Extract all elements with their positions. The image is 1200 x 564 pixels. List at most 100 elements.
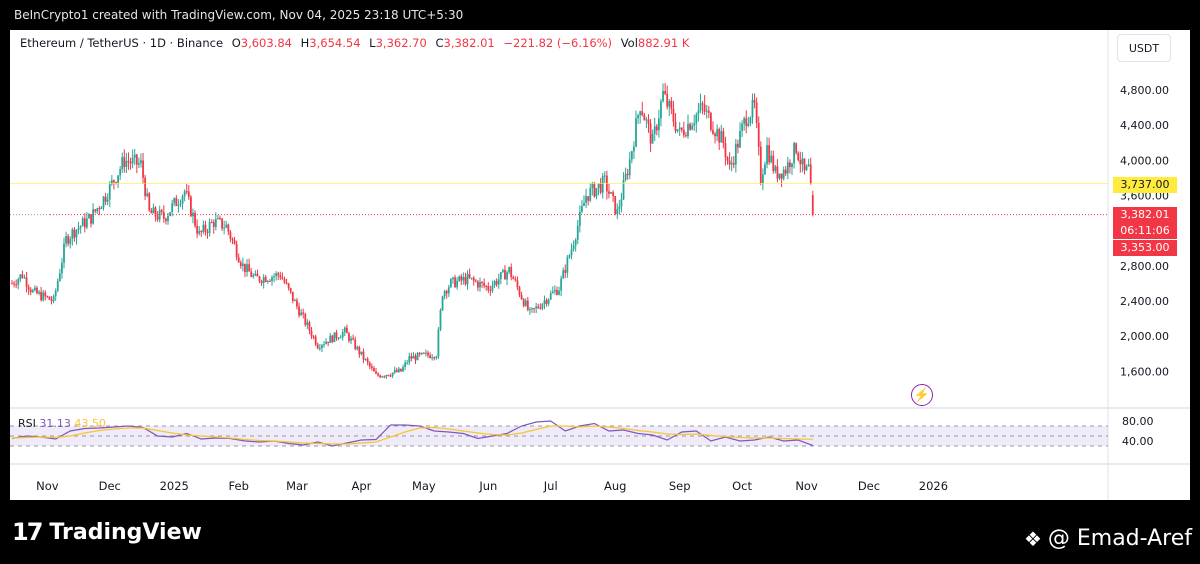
candle-body [568,255,571,258]
candle-body [412,355,415,359]
candle-body [331,335,334,343]
time-tick-label: Sep [669,479,691,493]
candle-body [133,154,136,158]
candle-body [54,290,57,297]
candle-body [192,212,194,217]
candle-body [208,222,211,233]
rsi-value: 31.13 [39,417,71,430]
time-tick-label: 2025 [160,479,189,493]
candle-body [56,281,59,291]
price-chart[interactable]: 40.00 80.00 1,600.00 2,000.00 2,400.00 2,800… [10,30,1190,500]
open-value: 3,603.84 [240,36,292,50]
candle-body [81,218,84,227]
candle-body [491,285,494,291]
candle-body [296,300,298,307]
candle-body [682,129,685,136]
price-tick-label: 4,000.00 [1120,154,1169,167]
candle-body [283,279,286,283]
candle-body [807,164,810,166]
candle-body [429,355,431,358]
candle-body [524,300,527,306]
candle-body [291,291,294,301]
candle-body [333,332,336,343]
candle-body [705,110,708,112]
candle-body [693,123,696,126]
time-tick-label: Jul [543,479,558,493]
candle-body [404,362,407,367]
chart-frame[interactable]: 40.00 80.00 1,600.00 2,000.00 2,400.00 2,800… [10,30,1190,500]
candle-body [497,279,500,285]
candle-body [194,212,196,226]
candle-body [144,177,147,197]
time-tick-label: Aug [604,479,626,493]
candle-body [46,296,49,298]
candle-body [772,155,775,172]
candle-body [493,281,496,286]
candle-body [545,300,548,304]
candle-body [131,157,134,164]
candle-body [341,332,344,338]
rsi-ma-value: 43.50 [74,417,106,430]
candle-body [219,218,221,220]
time-tick-label: Oct [732,479,752,493]
candle-body [364,359,367,361]
candle-body [327,341,330,343]
candle-body [23,277,26,279]
candle-body [811,195,814,215]
candle-body [479,281,481,288]
candle-body [395,370,398,373]
candle-body [258,276,261,282]
candle-body [250,271,253,277]
candle-body [212,222,215,228]
candle-body [108,183,111,200]
candle-body [375,371,377,374]
rsi-label[interactable]: RSI [18,417,36,430]
candle-body [464,277,467,285]
candle-body [306,322,309,325]
candle-body [110,180,113,184]
candle-body [83,218,86,228]
symbol-label[interactable]: Ethereum / TetherUS · 1D · Binance [20,36,224,50]
candle-body [325,341,327,345]
candle-body [726,157,729,161]
candle-body [379,375,382,378]
candle-body [102,196,105,208]
author-credit: ❖ @ Emad-Aref [1024,526,1192,551]
candle-body [287,283,290,289]
candle-body [452,277,454,280]
candle-body [585,196,587,203]
candle-body [620,199,623,207]
candle-body [766,145,768,165]
candle-body [499,272,502,280]
candle-body [657,118,660,131]
currency-button[interactable]: USDT [1117,34,1171,62]
candle-body [281,277,284,280]
candle-body [728,160,731,165]
candle-body [747,123,750,126]
last-price-value: 3,382.01 [1120,208,1170,221]
candle-body [470,277,473,279]
candle-body [181,196,184,204]
candle-body [666,93,669,107]
candle-body [449,279,452,288]
candle-body [447,287,450,294]
candle-body [809,164,812,185]
candle-body [252,275,255,277]
candle-body [660,101,662,119]
candle-body [387,374,390,376]
candle-body [755,102,758,123]
time-tick-label: Nov [795,479,818,493]
time-tick-label: Mar [286,479,308,493]
candle-body [79,226,82,228]
candle-body [175,198,178,206]
candle-body [668,101,671,107]
candle-body [339,337,342,339]
candle-body [65,236,67,244]
candle-body [420,352,423,355]
candle-body [768,145,771,163]
candle-body [73,229,76,238]
candle-body [622,179,625,200]
candle-body [269,280,271,282]
lightning-icon[interactable]: ⚡ [911,384,933,406]
candle-body [61,262,63,274]
